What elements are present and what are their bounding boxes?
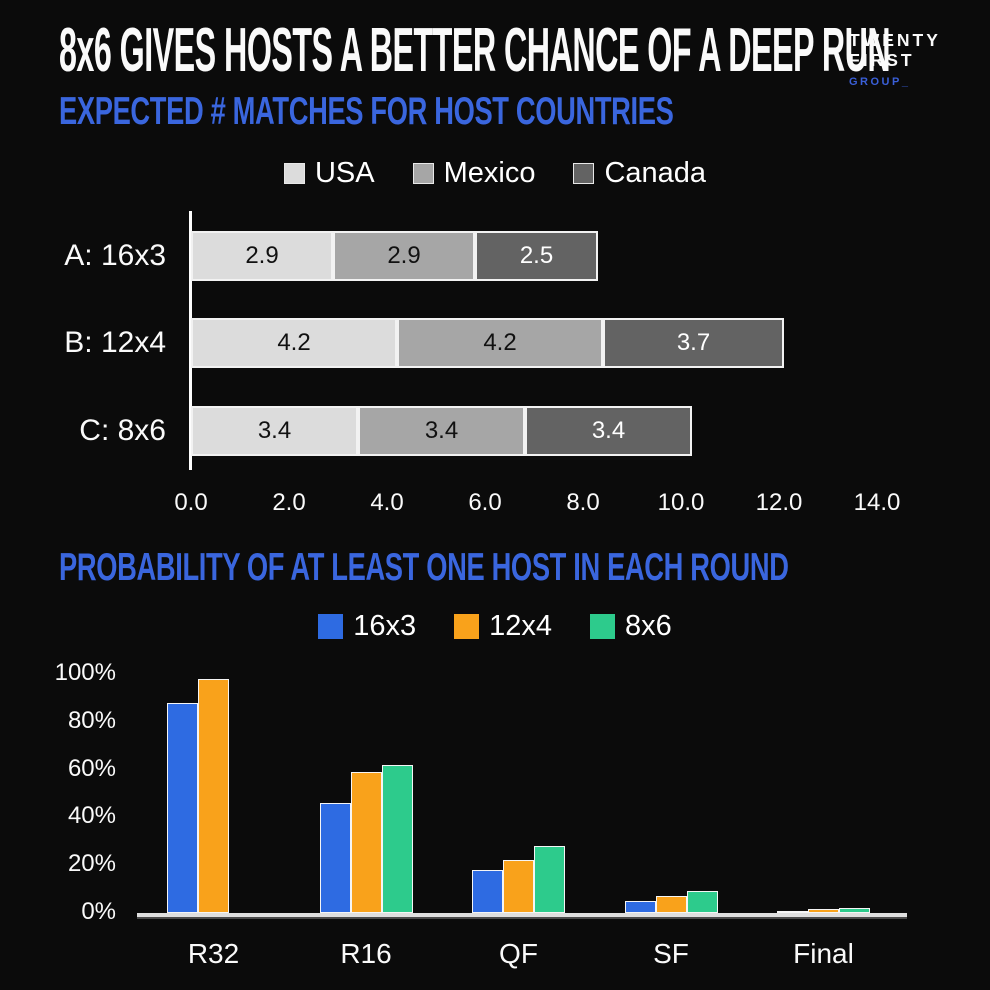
legend-label: 16x3	[353, 610, 417, 642]
y-axis-tick: 0%	[81, 898, 116, 925]
chart1-subtitle-text: EXPECTED # MATCHES FOR HOST COUNTRIES	[59, 90, 674, 133]
stacked-bar-row: 4.2 4.2 3.7	[191, 318, 784, 368]
bar-16x3-qf	[472, 870, 503, 913]
bar-segment-canada: 3.4	[525, 406, 692, 456]
category-label-2: B: 12x4	[64, 326, 166, 359]
x-category-label-sf: SF	[653, 938, 689, 969]
chart2-16x3-swatch-icon	[318, 614, 344, 639]
bar-16x3-final	[777, 911, 808, 913]
x-axis-tick: 6.0	[468, 489, 502, 516]
bar-segment-mexico: 4.2	[397, 318, 603, 368]
bar-segment-mexico: 2.9	[333, 231, 475, 281]
bar-segment-usa: 4.2	[191, 318, 397, 368]
bar-16x3-r32	[167, 703, 198, 913]
page-title: 8x6 GIVES HOSTS A BETTER CHANCE OF A DEE…	[59, 16, 990, 85]
chart2-8x6-swatch-icon	[590, 614, 615, 639]
y-axis-tick: 40%	[67, 802, 116, 830]
bar-16x3-sf	[624, 901, 656, 913]
bar-segment-mexico: 3.4	[358, 406, 525, 456]
bar-12x4-qf	[503, 860, 534, 913]
page-title-text: 8x6 GIVES HOSTS A BETTER CHANCE OF A DEE…	[59, 16, 891, 85]
legend-item-16x3: 16x3	[318, 610, 416, 643]
logo-line-twenty: TWENTY	[849, 30, 941, 50]
x-category-label-qf: QF	[499, 938, 538, 969]
y-axis-tick: 60%	[67, 754, 116, 782]
legend-item-usa: USA	[283, 157, 375, 190]
bar-12x4-r32	[198, 679, 229, 913]
legend-label: 12x4	[489, 610, 552, 642]
bar-segment-canada: 2.5	[475, 231, 598, 281]
category-label-1: A: 16x3	[64, 239, 166, 272]
bar-8x6-r16	[381, 765, 413, 913]
legend-label: 8x6	[625, 610, 672, 642]
x-category-label-final: Final	[793, 938, 854, 969]
chart1-legend: USA Mexico Canada	[0, 157, 990, 190]
legend-label: USA	[314, 157, 375, 189]
bar-12x4-r16	[350, 772, 382, 913]
logo-line-first: FIRST	[849, 50, 915, 71]
bar-segment-canada: 3.7	[603, 318, 784, 368]
x-axis-tick: 12.0	[755, 489, 803, 516]
legend-item-12x4: 12x4	[454, 610, 552, 643]
logo-line-group: GROUP_	[849, 76, 911, 89]
x-axis-tick: 0.0	[174, 489, 208, 516]
chart2-subtitle: PROBABILITY OF AT LEAST ONE HOST IN EACH…	[59, 548, 990, 588]
x-axis-tick: 8.0	[566, 489, 600, 516]
chart2-x-axis-line	[137, 913, 907, 917]
chart1-mexico-swatch-icon	[412, 163, 434, 184]
bar-8x6-sf	[686, 891, 718, 913]
bar-16x3-r16	[319, 803, 351, 913]
x-axis-tick: 2.0	[272, 489, 306, 516]
x-axis-tick: 10.0	[657, 489, 705, 516]
bar-12x4-final	[808, 909, 839, 913]
chart2-legend: 16x3 12x4 8x6	[0, 610, 990, 643]
chart2-subtitle-text: PROBABILITY OF AT LEAST ONE HOST IN EACH…	[59, 546, 789, 589]
y-axis-tick: 80%	[67, 706, 116, 734]
bar-8x6-final	[839, 908, 870, 913]
stacked-bar-row: 3.4 3.4 3.4	[191, 406, 692, 456]
y-axis-tick: 100%	[54, 659, 116, 686]
legend-item-canada: Canada	[573, 157, 706, 190]
legend-label: Mexico	[443, 157, 536, 189]
bar-segment-usa: 3.4	[191, 406, 358, 456]
legend-item-mexico: Mexico	[412, 157, 536, 190]
chart1-canada-swatch-icon	[573, 163, 595, 184]
x-axis-tick: 14.0	[853, 489, 901, 516]
x-category-label-r32: R32	[187, 938, 240, 969]
x-axis-tick: 4.0	[370, 489, 404, 516]
bar-12x4-sf	[655, 896, 687, 913]
chart1-y-axis-line	[189, 211, 192, 470]
chart1-subtitle: EXPECTED # MATCHES FOR HOST COUNTRIES	[59, 92, 937, 132]
legend-label: Canada	[604, 157, 707, 189]
category-label-3: C: 8x6	[79, 414, 166, 447]
stacked-bar-row: 2.9 2.9 2.5	[191, 231, 598, 281]
y-axis-tick: 20%	[67, 850, 116, 878]
bar-8x6-qf	[534, 846, 565, 913]
chart1-usa-swatch-icon	[283, 163, 305, 184]
x-category-label-r16: R16	[340, 938, 392, 969]
bar-segment-usa: 2.9	[191, 231, 333, 281]
legend-item-8x6: 8x6	[590, 610, 672, 643]
chart2-12x4-swatch-icon	[454, 614, 480, 639]
brand-logo: TWENTY FIRST GROUP_	[849, 30, 941, 89]
